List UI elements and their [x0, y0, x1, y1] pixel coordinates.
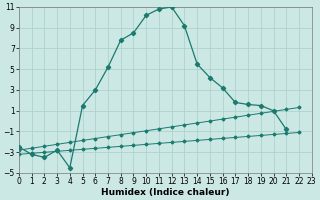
X-axis label: Humidex (Indice chaleur): Humidex (Indice chaleur) [101, 188, 229, 197]
